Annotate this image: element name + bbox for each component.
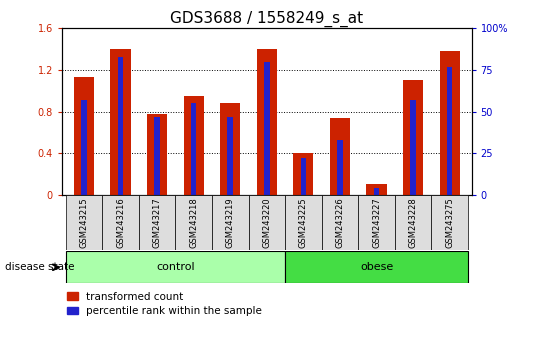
Bar (285, 251, 468, 283)
Bar (403, 80, 423, 195)
Bar (175, 195, 212, 250)
Bar (220, 103, 240, 195)
Bar (374, 188, 379, 195)
Text: GSM243226: GSM243226 (335, 198, 344, 248)
Bar (410, 100, 416, 195)
Bar (147, 114, 167, 195)
Bar (285, 195, 322, 250)
Bar (301, 158, 306, 195)
Bar (66, 195, 102, 250)
Bar (257, 49, 277, 195)
Bar (337, 140, 343, 195)
Bar (440, 51, 460, 195)
Bar (248, 195, 285, 250)
Text: GSM243217: GSM243217 (153, 198, 162, 248)
Legend: transformed count, percentile rank within the sample: transformed count, percentile rank withi… (67, 292, 262, 316)
Bar (431, 195, 468, 250)
Bar (395, 195, 431, 250)
Bar (358, 195, 395, 250)
Bar (110, 49, 130, 195)
Bar (81, 100, 87, 195)
Text: GSM243227: GSM243227 (372, 198, 381, 248)
Bar (264, 62, 270, 195)
Bar (191, 103, 196, 195)
Bar (227, 116, 233, 195)
Text: control: control (156, 262, 195, 272)
Bar (293, 153, 314, 195)
Bar (118, 57, 123, 195)
Bar (184, 96, 204, 195)
Bar (367, 184, 386, 195)
Title: GDS3688 / 1558249_s_at: GDS3688 / 1558249_s_at (170, 11, 363, 27)
Bar (322, 195, 358, 250)
Text: GSM243215: GSM243215 (79, 198, 88, 248)
Bar (154, 116, 160, 195)
Text: GSM243220: GSM243220 (262, 198, 271, 248)
Text: GSM243218: GSM243218 (189, 198, 198, 248)
Bar (74, 77, 94, 195)
Text: disease state: disease state (5, 262, 75, 272)
Text: GSM243228: GSM243228 (409, 198, 418, 248)
Bar (66, 251, 285, 283)
Text: obese: obese (360, 262, 393, 272)
Text: GSM243219: GSM243219 (226, 198, 234, 248)
Bar (212, 195, 248, 250)
Bar (447, 67, 452, 195)
Text: GSM243216: GSM243216 (116, 198, 125, 248)
Bar (102, 195, 139, 250)
Text: GSM243225: GSM243225 (299, 198, 308, 248)
Bar (330, 118, 350, 195)
Text: GSM243275: GSM243275 (445, 198, 454, 248)
Bar (139, 195, 175, 250)
